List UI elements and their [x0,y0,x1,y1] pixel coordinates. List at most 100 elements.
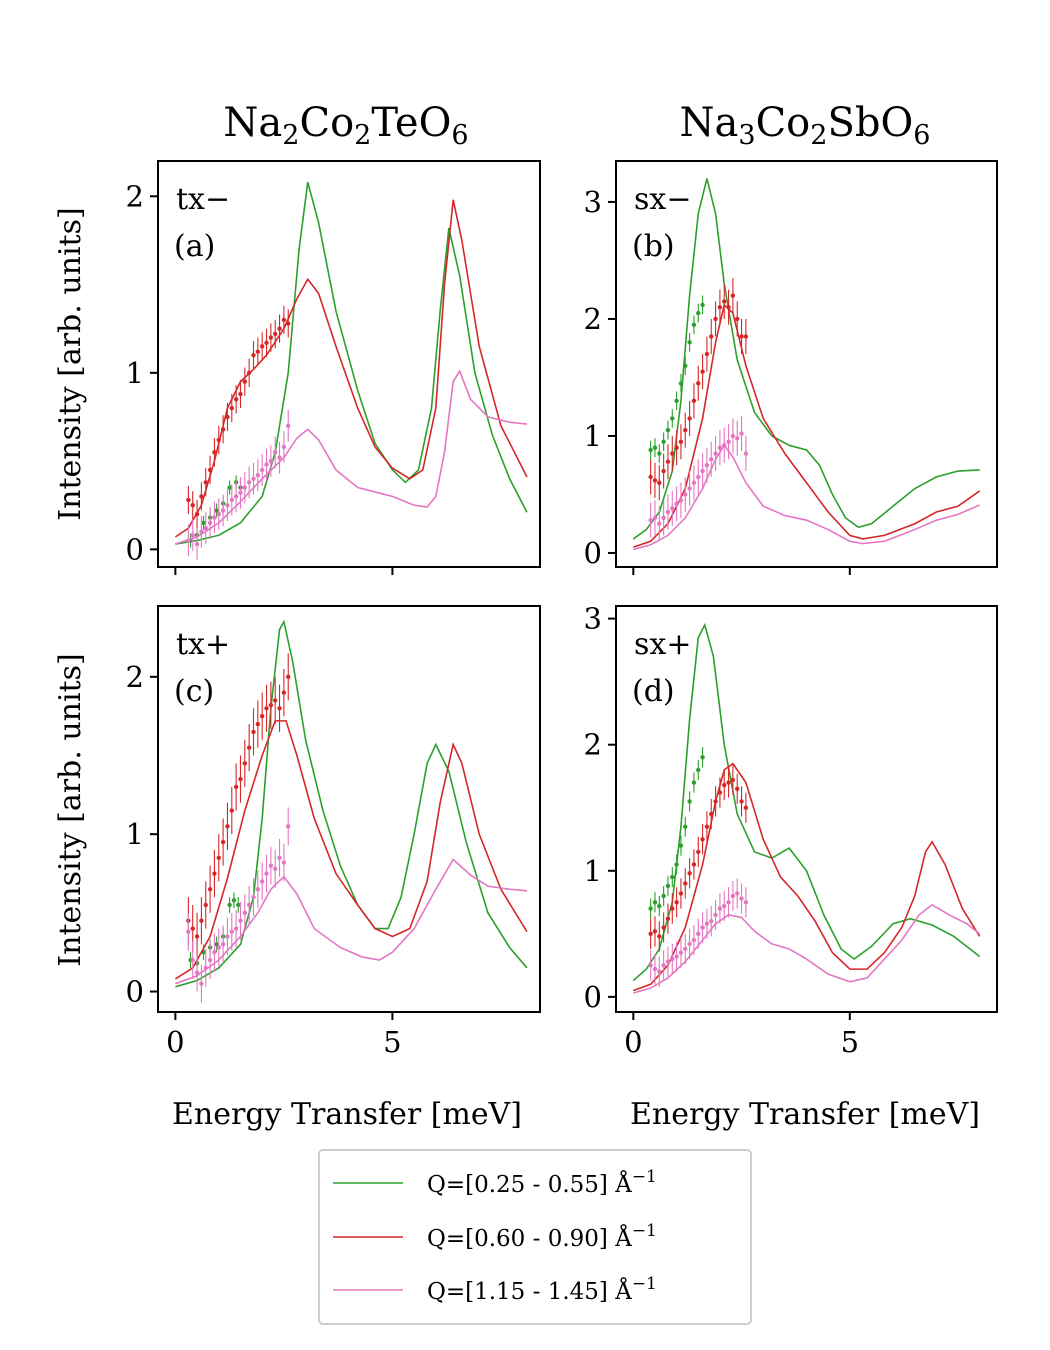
data-point [678,381,684,386]
legend-frame [318,1149,752,1325]
data-point [713,799,718,804]
data-point [687,941,692,947]
data-point [735,786,740,792]
curve-line-green [175,181,528,545]
data-point [251,352,256,358]
data-point [704,921,710,926]
data-point [277,706,282,711]
series-green [632,622,981,982]
data-point [194,970,200,975]
data-point [743,900,749,905]
x-tick-label: 0 [624,1025,642,1059]
y-tick-label: 1 [126,817,144,851]
panel-tag-mode: tx+ [176,627,230,662]
data-point [199,918,204,923]
data-point [743,334,749,339]
data-point [194,934,200,939]
plot-area [632,178,981,551]
data-point [665,959,671,964]
data-point [273,331,278,337]
y-tick-label: 2 [584,302,602,336]
data-point [678,843,684,848]
data-point [273,450,278,455]
data-point [661,468,666,474]
data-point [259,713,265,719]
data-point [203,902,208,908]
curve-line-green [175,619,528,988]
data-point [207,887,213,892]
y-tick-label: 1 [584,419,602,453]
data-point [190,533,195,538]
curve-line-pink [633,443,980,551]
data-point [652,478,658,483]
data-point [670,416,675,421]
data-point [203,480,208,485]
data-point [255,473,261,478]
data-point [735,316,740,322]
data-point [255,887,261,892]
data-point [259,344,265,349]
data-point [268,863,274,868]
y-tick-label: 2 [126,660,144,694]
data-point [199,529,204,534]
legend-label-red: Q=[0.60 - 0.90] Å−1 [427,1221,657,1252]
axes-frame [157,605,541,1013]
data-point [687,416,692,421]
data-point [700,369,705,374]
data-point [207,957,213,963]
data-point [678,891,684,896]
data-point [683,427,688,433]
data-point [214,942,219,947]
data-point [670,506,675,511]
axes-frame [615,605,998,1013]
x-axis-label-left: Energy Transfer [meV] [172,1097,522,1132]
data-point [700,925,705,930]
data-point [683,946,688,952]
data-point [238,918,243,923]
data-point [212,450,217,455]
data-point [207,467,213,473]
data-point [661,963,666,968]
data-point [691,862,697,867]
data-point [229,405,234,411]
data-point [277,455,282,460]
data-point [233,494,239,499]
data-point [652,900,658,905]
data-point [251,894,256,900]
data-point [687,340,692,345]
data-point [281,444,287,450]
data-point [264,706,269,711]
data-point [286,423,291,428]
data-point [678,439,684,445]
series-pink [633,878,981,994]
data-point [268,702,274,708]
data-point [201,520,206,526]
y-tick-label: 1 [584,854,602,888]
data-point [242,910,248,916]
series-red [174,653,528,980]
data-point [277,855,282,860]
panel-a: 0 1 2 tx− (a) [126,160,541,575]
data-point [268,335,274,340]
y-tick-label: 0 [126,532,144,566]
data-point [674,900,679,905]
data-point [246,745,252,750]
legend-label-pink: Q=[1.15 - 1.45] Å−1 [427,1274,657,1305]
data-point [220,839,226,845]
data-point [648,906,653,911]
data-point [216,945,221,950]
data-point [739,431,744,436]
data-point [670,956,675,962]
y-tick-label: 0 [584,536,602,570]
data-point [709,334,714,339]
data-point [186,497,191,503]
data-point [220,942,226,947]
data-point [273,698,278,703]
data-point [678,498,684,503]
data-point [665,509,671,515]
data-point [238,391,243,397]
data-point [691,480,697,485]
data-point [700,837,705,842]
data-point [683,492,688,497]
